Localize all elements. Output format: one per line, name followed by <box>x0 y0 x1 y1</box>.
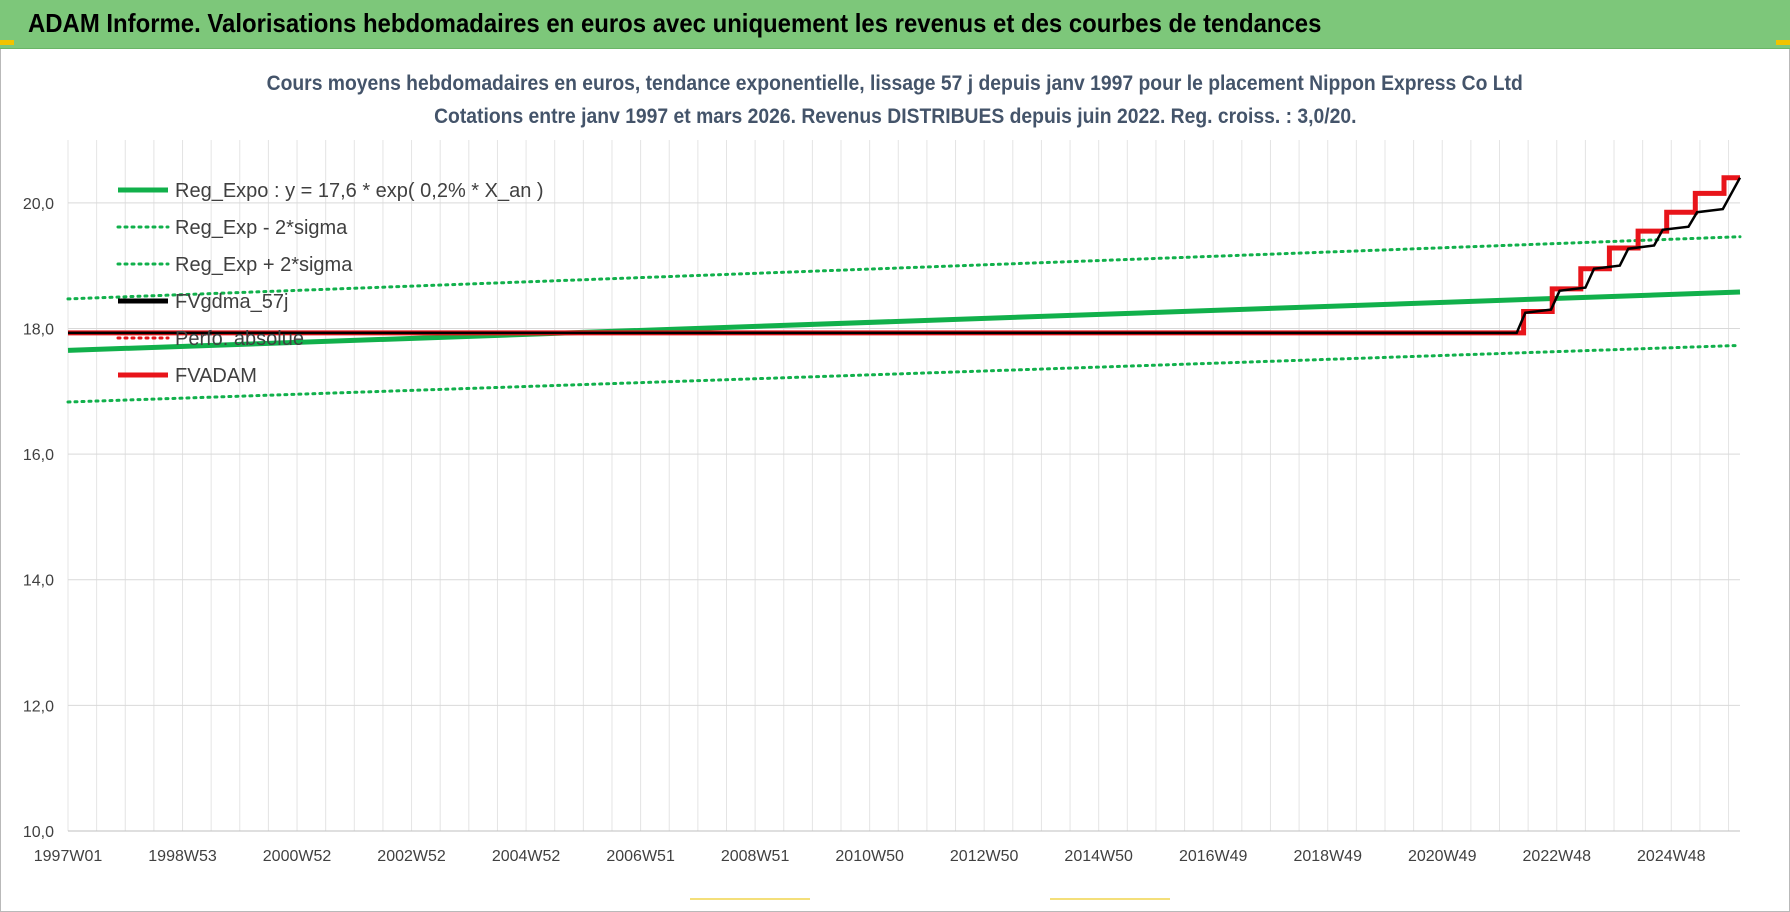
corner-mark-right <box>1776 40 1790 45</box>
series-line <box>68 175 1740 336</box>
x-tick-label: 2004W52 <box>492 848 561 865</box>
bottom-accent-1 <box>690 898 810 900</box>
y-tick-label: 12,0 <box>23 698 54 715</box>
y-tick-label: 10,0 <box>23 824 54 841</box>
bottom-accent-2 <box>1050 898 1170 900</box>
chart-grid <box>67 140 1740 832</box>
x-tick-label: 2000W52 <box>263 848 332 865</box>
x-tick-label: 2014W50 <box>1064 848 1133 865</box>
x-tick-label: 2016W49 <box>1179 848 1248 865</box>
series-line <box>68 177 1742 335</box>
x-tick-label: 2020W49 <box>1408 848 1477 865</box>
corner-mark-left <box>0 40 14 45</box>
chart-title-line1: Cours moyens hebdomadaires en euros, ten… <box>0 72 1790 96</box>
legend-label: Reg_Exp + 2*sigma <box>175 254 353 276</box>
legend-label: Reg_Expo : y = 17,6 * exp( 0,2% * X_an ) <box>175 180 544 202</box>
y-tick-label: 20,0 <box>23 196 54 213</box>
y-tick-label: 14,0 <box>23 573 54 590</box>
x-tick-label: 2018W49 <box>1293 848 1362 865</box>
chart-axes: 10,0 12,0 14,0 16,0 18,0 20,0 1997W01 1998W53 20… <box>23 196 1740 865</box>
x-tick-label: 2010W50 <box>835 848 904 865</box>
report-title: ADAM Informe. Valorisations hebdomadaire… <box>28 8 1322 38</box>
x-tick-label: 2002W52 <box>377 848 446 865</box>
y-tick-label: 16,0 <box>23 447 54 464</box>
chart-series <box>66 175 1742 404</box>
series-line <box>66 343 1742 404</box>
legend-label: Reg_Exp - 2*sigma <box>175 217 348 239</box>
chart-title-line2: Cotations entre janv 1997 et mars 2026. … <box>0 105 1790 129</box>
series-line <box>66 235 1742 301</box>
chart-title-line2-text: Cotations entre janv 1997 et mars 2026. … <box>433 105 1357 128</box>
report-banner: ADAM Informe. Valorisations hebdomadaire… <box>0 0 1790 49</box>
x-tick-label: 2022W48 <box>1523 848 1592 865</box>
x-tick-label: 2024W48 <box>1637 848 1706 865</box>
x-tick-label: 1998W53 <box>148 848 217 865</box>
legend-label: Perfo. absolue <box>175 328 304 350</box>
series-line <box>67 289 1741 353</box>
legend-label: FVADAM <box>175 365 257 387</box>
chart-legend: Reg_Expo : y = 17,6 * exp( 0,2% * X_an )… <box>116 180 544 387</box>
x-tick-label: 1997W01 <box>34 848 103 865</box>
y-tick-label: 18,0 <box>23 321 54 338</box>
chart-title-line1-text: Cours moyens hebdomadaires en euros, ten… <box>266 72 1524 95</box>
legend-label: FVgdma_57j <box>175 291 288 313</box>
x-tick-label: 2006W51 <box>606 848 675 865</box>
x-tick-label: 2008W51 <box>721 848 790 865</box>
x-tick-label: 2012W50 <box>950 848 1019 865</box>
